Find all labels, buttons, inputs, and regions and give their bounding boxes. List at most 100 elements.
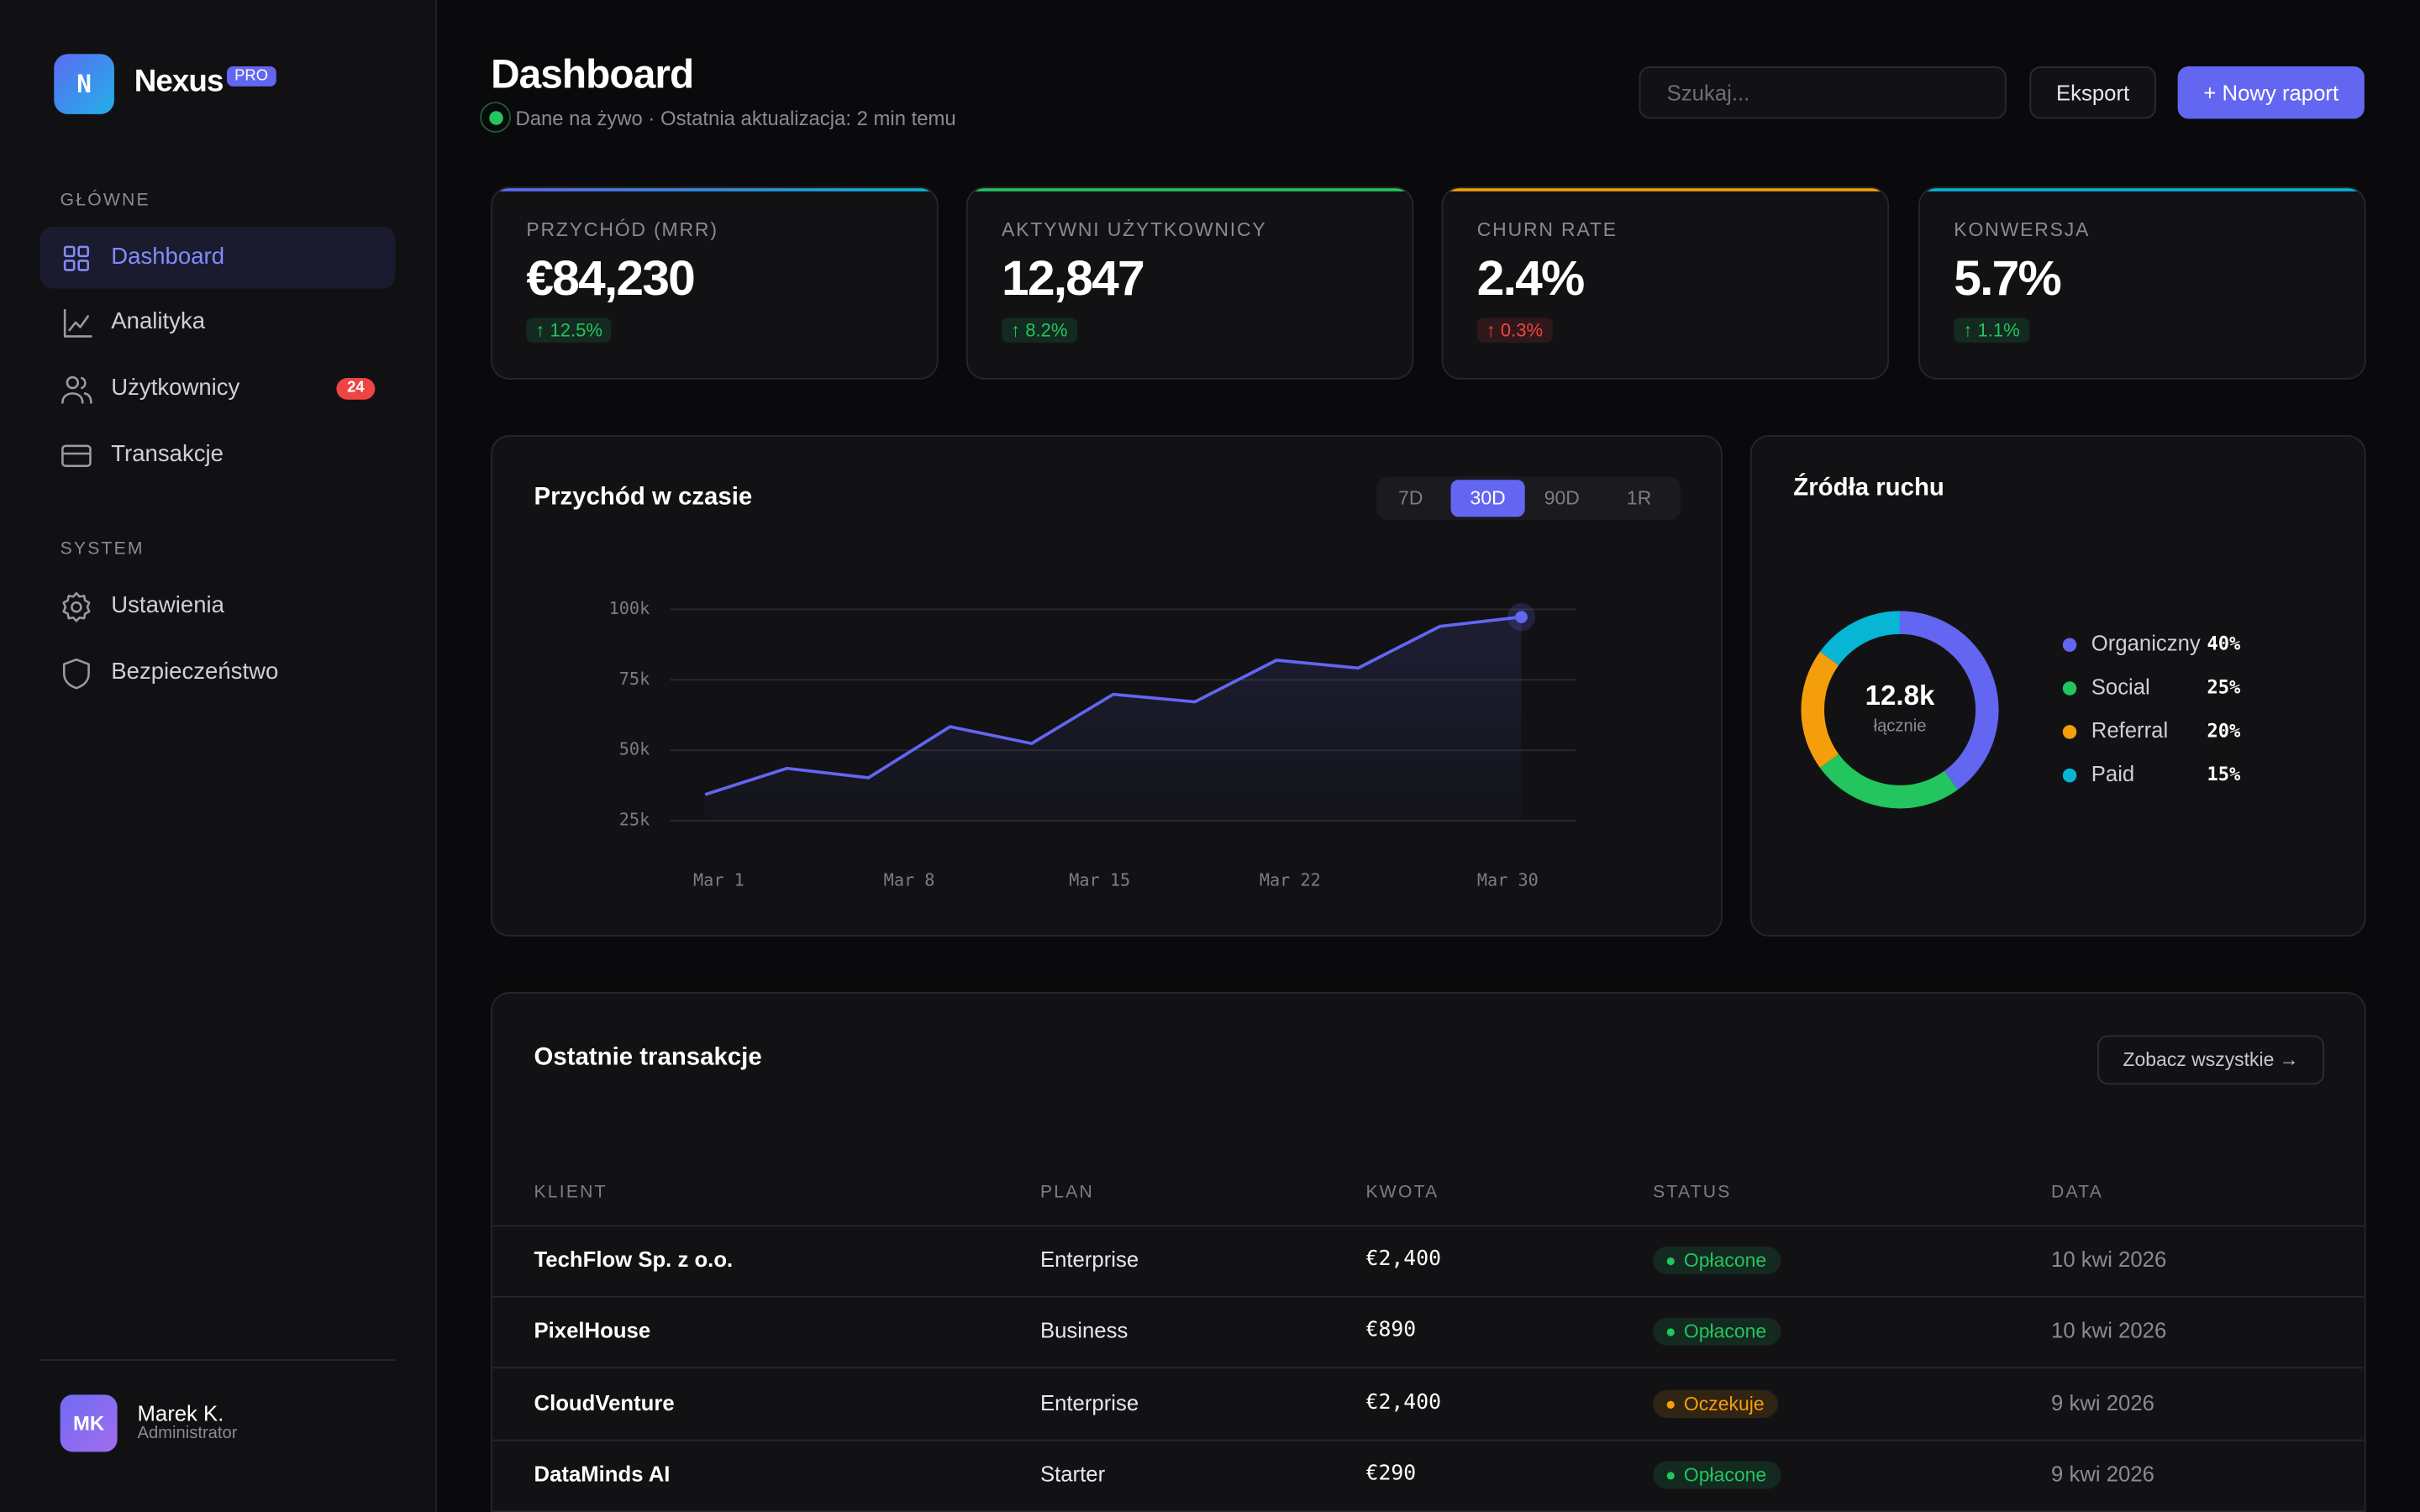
kpi-card: KONWERSJA 5.7% ↑ 1.1% xyxy=(1918,186,2366,380)
cell-plan: Enterprise xyxy=(1039,1247,1139,1272)
kpi-delta: ↑ 1.1% xyxy=(1954,318,2029,343)
cell-client: DataMinds AI xyxy=(534,1461,671,1487)
nav-icon xyxy=(60,439,93,472)
kpi-label: AKTYWNI UŻYTKOWNICY xyxy=(1002,218,1267,241)
nav-item[interactable]: Bezpieczeństwo xyxy=(40,642,395,703)
new-report-button[interactable]: + Nowy raport xyxy=(2177,66,2365,119)
kpi-label: KONWERSJA xyxy=(1954,218,2091,241)
nav-label: Bezpieczeństwo xyxy=(111,659,279,685)
section-title: GŁÓWNE xyxy=(60,191,150,210)
nav-label: Użytkownicy xyxy=(111,375,240,402)
cell-date: 10 kwi 2026 xyxy=(2051,1247,2167,1272)
cell-date: 9 kwi 2026 xyxy=(2051,1461,2154,1487)
brand: Nexus xyxy=(134,65,224,99)
nav-icon xyxy=(60,657,93,690)
row-divider xyxy=(492,1225,2365,1227)
kpi-delta: ↑ 12.5% xyxy=(526,318,613,343)
view-all-button[interactable]: Zobacz wszystkie → xyxy=(2097,1035,2325,1085)
cell-plan: Business xyxy=(1039,1318,1128,1343)
kpi-card: AKTYWNI UŻYTKOWNICY 12,847 ↑ 8.2% xyxy=(965,186,1414,380)
table-title: Ostatnie transakcje xyxy=(534,1044,762,1071)
nav-item[interactable]: Ustawienia xyxy=(40,575,395,637)
kpi-label: CHURN RATE xyxy=(1476,218,1618,241)
search-input[interactable]: Szukaj... xyxy=(1639,66,2007,119)
logo[interactable]: N xyxy=(54,54,114,114)
nav-icon xyxy=(60,373,93,406)
row-divider xyxy=(492,1368,2365,1369)
kpi-value: 2.4% xyxy=(1476,249,1585,306)
nav-label: Ustawienia xyxy=(111,592,225,619)
kpi-accent xyxy=(492,188,937,192)
kpi-accent xyxy=(1919,188,2365,192)
nav-label: Analityka xyxy=(111,308,206,335)
user-name: Marek K. xyxy=(137,1400,224,1426)
chart-title: Przychód w czasie xyxy=(534,484,753,511)
kpi-value: €84,230 xyxy=(526,249,695,306)
status-pill: Opłacone xyxy=(1653,1318,1781,1347)
row-divider xyxy=(492,1439,2365,1441)
transactions-card: Ostatnie transakcje Zobacz wszystkie → K… xyxy=(491,992,2366,1512)
cell-amount: €2,400 xyxy=(1365,1247,1442,1272)
status-dot xyxy=(1666,1329,1675,1337)
divider xyxy=(39,1359,396,1362)
nav-label: Transakcje xyxy=(111,441,224,468)
row-divider xyxy=(492,1510,2365,1512)
sidebar: N Nexus PRO MK Marek K. Administrator GŁ… xyxy=(0,0,437,1512)
column-header: DATA xyxy=(2051,1183,2104,1202)
kpi-delta: ↑ 8.2% xyxy=(1002,318,1077,343)
cell-client: CloudVenture xyxy=(534,1389,675,1415)
cell-plan: Enterprise xyxy=(1039,1389,1139,1415)
status-pill: Opłacone xyxy=(1653,1247,1781,1275)
range-tabs: 7D 30D 90D 1R xyxy=(1376,476,1681,520)
cell-plan: Starter xyxy=(1039,1461,1106,1487)
cell-client: PixelHouse xyxy=(534,1318,651,1343)
kpi-delta: ↑ 0.3% xyxy=(1476,318,1553,343)
kpi-card: CHURN RATE 2.4% ↑ 0.3% xyxy=(1441,186,1890,380)
user-role: Administrator xyxy=(137,1424,238,1443)
column-header: KLIENT xyxy=(534,1183,608,1202)
nav-label: Dashboard xyxy=(111,244,225,270)
live-indicator xyxy=(480,102,511,133)
kpi-value: 12,847 xyxy=(1002,249,1145,306)
range-tab[interactable]: 90D xyxy=(1544,487,1580,510)
kpi-label: PRZYCHÓD (MRR) xyxy=(526,218,718,241)
range-tab[interactable]: 30D xyxy=(1450,480,1525,517)
range-tab[interactable]: 7D xyxy=(1398,487,1423,510)
cell-amount: €890 xyxy=(1365,1318,1417,1343)
revenue-card: Przychód w czasie 7D 30D 90D 1R xyxy=(491,434,1723,937)
nav-icon xyxy=(60,591,93,623)
column-header: STATUS xyxy=(1653,1183,1732,1202)
nav-badge: 24 xyxy=(336,378,376,400)
kpi-value: 5.7% xyxy=(1954,249,2061,306)
chart-title: Źródła ruchu xyxy=(1793,475,1944,501)
nav-item[interactable]: Analityka xyxy=(40,291,395,353)
nav-item[interactable]: Transakcje xyxy=(40,424,395,486)
status-pill: Opłacone xyxy=(1653,1461,1781,1489)
kpi-card: PRZYCHÓD (MRR) €84,230 ↑ 12.5% xyxy=(491,186,939,380)
column-header: PLAN xyxy=(1039,1183,1094,1202)
page-subtitle: Dane na żywo · Ostatnia aktualizacja: 2 … xyxy=(515,106,956,130)
range-tab[interactable]: 1R xyxy=(1626,487,1652,510)
nav-item[interactable]: Użytkownicy 24 xyxy=(40,358,395,419)
page-title: Dashboard xyxy=(491,50,694,97)
status-pill: Oczekuje xyxy=(1653,1389,1779,1418)
nav-icon xyxy=(60,307,93,340)
cell-date: 10 kwi 2026 xyxy=(2051,1318,2167,1343)
kpi-accent xyxy=(967,188,1413,192)
traffic-card: Źródła ruchu xyxy=(1749,434,2366,937)
pro-badge: PRO xyxy=(227,66,276,87)
kpi-accent xyxy=(1443,188,1888,192)
avatar[interactable]: MK xyxy=(60,1394,118,1452)
cell-client: TechFlow Sp. z o.o. xyxy=(534,1247,734,1272)
cell-date: 9 kwi 2026 xyxy=(2051,1389,2154,1415)
cell-amount: €290 xyxy=(1365,1461,1417,1487)
cell-amount: €2,400 xyxy=(1365,1389,1442,1415)
status-dot xyxy=(1666,1400,1675,1409)
status-dot xyxy=(1666,1257,1675,1266)
section-title: SYSTEM xyxy=(60,539,145,559)
nav-icon xyxy=(60,242,93,275)
nav-item[interactable]: Dashboard xyxy=(39,227,396,289)
row-divider xyxy=(492,1295,2365,1298)
export-button[interactable]: Eksport xyxy=(2029,66,2156,119)
